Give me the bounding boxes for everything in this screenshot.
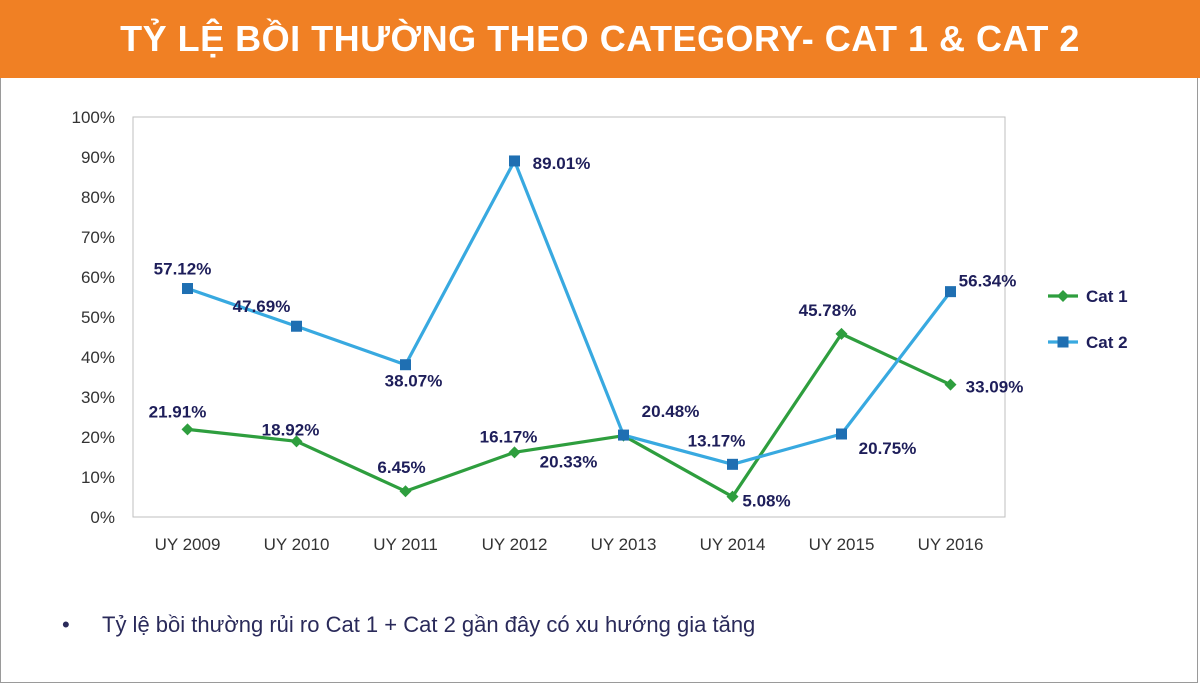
data-label: 18.92% [262,420,320,439]
x-tick-label: UY 2012 [482,535,548,554]
data-point-cat2 [945,286,956,298]
y-tick-label: 80% [81,188,115,207]
data-point-cat2 [836,428,847,440]
data-label: 5.08% [742,492,790,511]
data-point-cat2 [509,155,520,167]
data-point-cat2 [291,320,302,332]
data-point-cat1 [181,423,194,436]
data-label: 57.12% [154,260,212,279]
data-label: 20.33% [540,453,598,472]
legend-label: Cat 1 [1086,287,1128,306]
x-tick-label: UY 2013 [591,535,657,554]
y-tick-label: 100% [72,108,115,127]
data-point-cat1 [726,490,739,503]
data-point-cat1 [290,435,303,448]
legend-diamond-icon [1057,290,1069,302]
x-tick-label: UY 2015 [809,535,875,554]
y-tick-label: 50% [81,308,115,327]
bullet-icon: • [62,612,70,637]
x-tick-label: UY 2010 [264,535,330,554]
data-label: 16.17% [480,427,538,446]
data-label: 38.07% [385,372,443,391]
y-tick-label: 0% [90,508,115,527]
legend-square-icon [1057,336,1069,348]
data-label: 20.48% [642,402,700,421]
data-point-cat2 [182,283,193,295]
data-point-cat2 [727,458,738,470]
data-point-cat2 [400,359,411,371]
y-tick-label: 60% [81,268,115,287]
y-tick-label: 30% [81,388,115,407]
bullet-note: • Tỷ lệ bồi thường rủi ro Cat 1 + Cat 2 … [62,612,755,638]
data-label: 21.91% [149,402,207,421]
x-tick-label: UY 2011 [373,535,438,554]
data-label: 89.01% [533,154,591,173]
title-banner: TỶ LỆ BỒI THƯỜNG THEO CATEGORY- CAT 1 & … [0,0,1200,78]
x-tick-label: UY 2009 [155,535,221,554]
plot-area-border [132,116,1006,518]
series-line-cat-1 [187,332,952,499]
data-label: 33.09% [966,378,1024,397]
legend-label: Cat 2 [1086,333,1128,352]
x-tick-label: UY 2016 [918,535,984,554]
data-label: 45.78% [799,301,857,320]
y-tick-label: 40% [81,348,115,367]
data-label: 13.17% [688,431,746,450]
bullet-text: Tỷ lệ bồi thường rủi ro Cat 1 + Cat 2 gầ… [102,612,756,637]
data-label: 47.69% [233,297,291,316]
y-tick-label: 70% [81,228,115,247]
page-title: TỶ LỆ BỒI THƯỜNG THEO CATEGORY- CAT 1 & … [120,18,1080,59]
data-point-cat2 [618,429,629,441]
data-label: 56.34% [959,272,1017,291]
data-point-cat1 [399,485,412,498]
data-label: 6.45% [377,458,425,477]
data-point-cat1 [508,446,521,459]
y-tick-label: 20% [81,428,115,447]
series-line-cat-2 [186,159,952,466]
y-tick-label: 10% [81,468,115,487]
y-tick-label: 90% [81,148,115,167]
data-point-cat1 [835,327,848,340]
x-tick-label: UY 2014 [700,535,766,554]
data-label: 20.75% [859,439,917,458]
data-point-cat1 [944,378,957,391]
